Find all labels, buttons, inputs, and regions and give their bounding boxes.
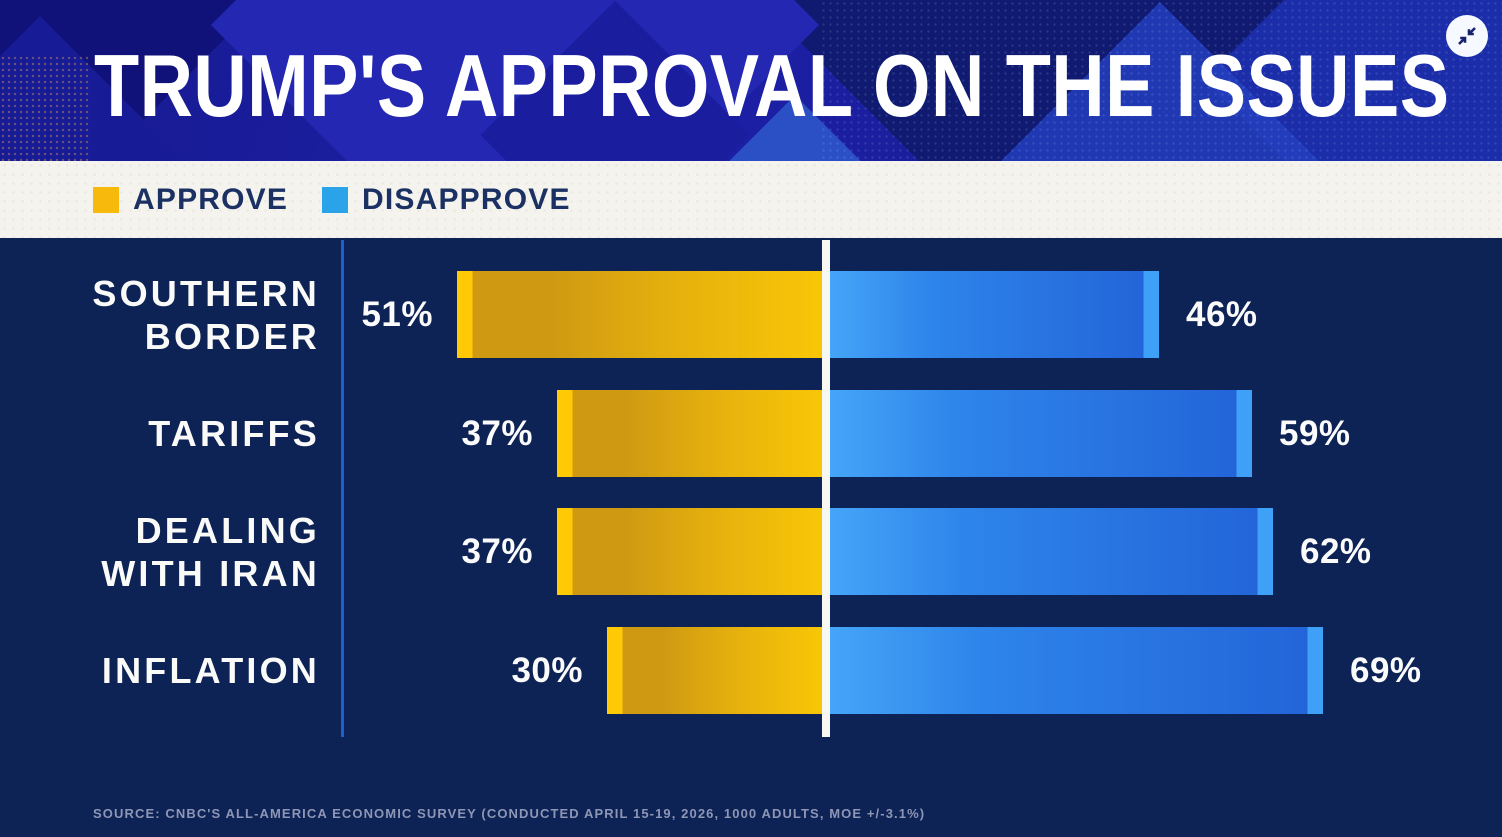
approve-swatch	[93, 186, 119, 213]
approve-bar	[607, 627, 822, 714]
approve-value: 51%	[361, 294, 433, 334]
disapprove-bar	[830, 627, 1323, 714]
collapse-button[interactable]	[1446, 15, 1488, 57]
approve-legend-label: APPROVE	[133, 182, 289, 216]
chart-row: INFLATION 30% 69%	[0, 627, 1502, 714]
approve-value: 30%	[511, 650, 583, 690]
chart-row: DEALING WITH IRAN 37% 62%	[0, 508, 1502, 595]
category-label: SOUTHERN BORDER	[92, 272, 320, 357]
approve-value: 37%	[461, 531, 533, 571]
disapprove-value: 69%	[1350, 650, 1422, 690]
approve-bar	[557, 508, 822, 595]
header-banner: TRUMP'S APPROVAL ON THE ISSUES	[0, 0, 1502, 161]
category-label: INFLATION	[101, 650, 320, 691]
disapprove-value: 62%	[1300, 531, 1372, 571]
source-text: SOURCE: CNBC'S ALL-AMERICA ECONOMIC SURV…	[93, 806, 926, 821]
category-axis-line	[341, 240, 344, 737]
disapprove-value: 59%	[1279, 413, 1351, 453]
disapprove-bar	[830, 508, 1273, 595]
approve-value: 37%	[461, 413, 533, 453]
disapprove-bar	[830, 390, 1252, 477]
legend: APPROVE DISAPPROVE	[0, 161, 1502, 238]
chart-row: SOUTHERN BORDER 51% 46%	[0, 271, 1502, 358]
category-label: DEALING WITH IRAN	[101, 509, 320, 594]
approve-bar	[457, 271, 822, 358]
disapprove-bar	[830, 271, 1159, 358]
center-baseline	[822, 240, 830, 737]
collapse-arrows-icon	[1458, 27, 1476, 45]
disapprove-legend-label: DISAPPROVE	[362, 182, 571, 216]
approve-bar	[557, 390, 822, 477]
category-label: TARIFFS	[148, 413, 320, 454]
chart-row: TARIFFS 37% 59%	[0, 390, 1502, 477]
disapprove-swatch	[322, 186, 348, 213]
chart-area: SOUTHERN BORDER 51% 46% TARIFFS 37% 59% DEALIN…	[0, 238, 1502, 837]
page-title: TRUMP'S APPROVAL ON THE ISSUES	[94, 36, 1450, 135]
disapprove-value: 46%	[1186, 294, 1258, 334]
